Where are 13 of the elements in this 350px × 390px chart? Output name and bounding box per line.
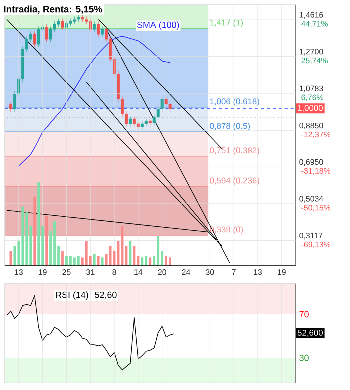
y-tick-label: 30 [299, 354, 309, 362]
chart-title: Intradia, Renta: 5,15% [4, 6, 102, 14]
ref-line-label: 1,417 (1) [210, 20, 243, 28]
y-tick-label: 70 [300, 311, 309, 318]
text: 52,60 [94, 292, 117, 300]
ref-line-label: 0,594 (0.236) [210, 178, 260, 186]
ref-line-label: 1,006 (0.618) [210, 98, 260, 106]
ref-line-label: 1,0000 [298, 105, 323, 112]
ref-line-label: 0,751 (0.382) [210, 147, 260, 156]
ref-line-label: 0,878 (0.5) [210, 122, 250, 131]
text: RSI (14) [56, 292, 88, 300]
annotation: 52,600 [298, 330, 323, 337]
series-label: SMA (100) [137, 22, 179, 30]
